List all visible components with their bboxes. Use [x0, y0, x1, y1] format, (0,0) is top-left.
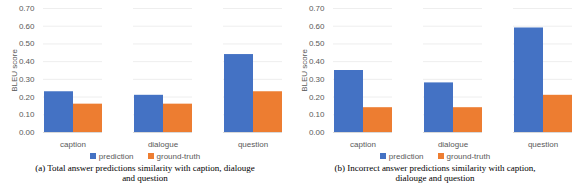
svg-text:0.40: 0.40 — [19, 57, 35, 66]
svg-text:BLEU score: BLEU score — [300, 49, 309, 92]
svg-text:question: question — [238, 140, 268, 149]
svg-text:0.10: 0.10 — [19, 110, 35, 119]
svg-text:0.20: 0.20 — [19, 93, 35, 102]
svg-text:caption: caption — [350, 140, 376, 149]
html-text:prediction: prediction — [388, 151, 424, 161]
html-text:ground-truth: ground-truth — [156, 151, 201, 161]
svg-text:dialogue: dialogue — [438, 140, 469, 149]
svg-text:0.60: 0.60 — [19, 22, 35, 31]
html-text:(a) Total answer predictions s: (a) Total answer predictions similarity … — [35, 163, 255, 183]
svg-text:0.00: 0.00 — [19, 128, 35, 137]
svg-text:0.50: 0.50 — [19, 39, 35, 48]
html-text:prediction: prediction — [98, 151, 134, 161]
html-text:ground-truth: ground-truth — [446, 151, 491, 161]
svg-text:0.50: 0.50 — [309, 39, 325, 48]
svg-text:0.40: 0.40 — [309, 57, 325, 66]
svg-text:0.30: 0.30 — [309, 75, 325, 84]
svg-text:caption: caption — [60, 140, 86, 149]
svg-text:0.20: 0.20 — [309, 93, 325, 102]
svg-text:0.70: 0.70 — [309, 4, 325, 13]
svg-text:BLEU score: BLEU score — [10, 49, 19, 92]
svg-text:0.30: 0.30 — [19, 75, 35, 84]
svg-text:question: question — [528, 140, 558, 149]
svg-text:0.10: 0.10 — [309, 110, 325, 119]
svg-text:0.60: 0.60 — [309, 22, 325, 31]
svg-text:0.70: 0.70 — [19, 4, 35, 13]
svg-text:dialogue: dialogue — [148, 140, 179, 149]
svg-text:0.00: 0.00 — [309, 128, 325, 137]
html-text:(b) Incorrect answer predictio: (b) Incorrect answer predictions similar… — [334, 163, 536, 183]
